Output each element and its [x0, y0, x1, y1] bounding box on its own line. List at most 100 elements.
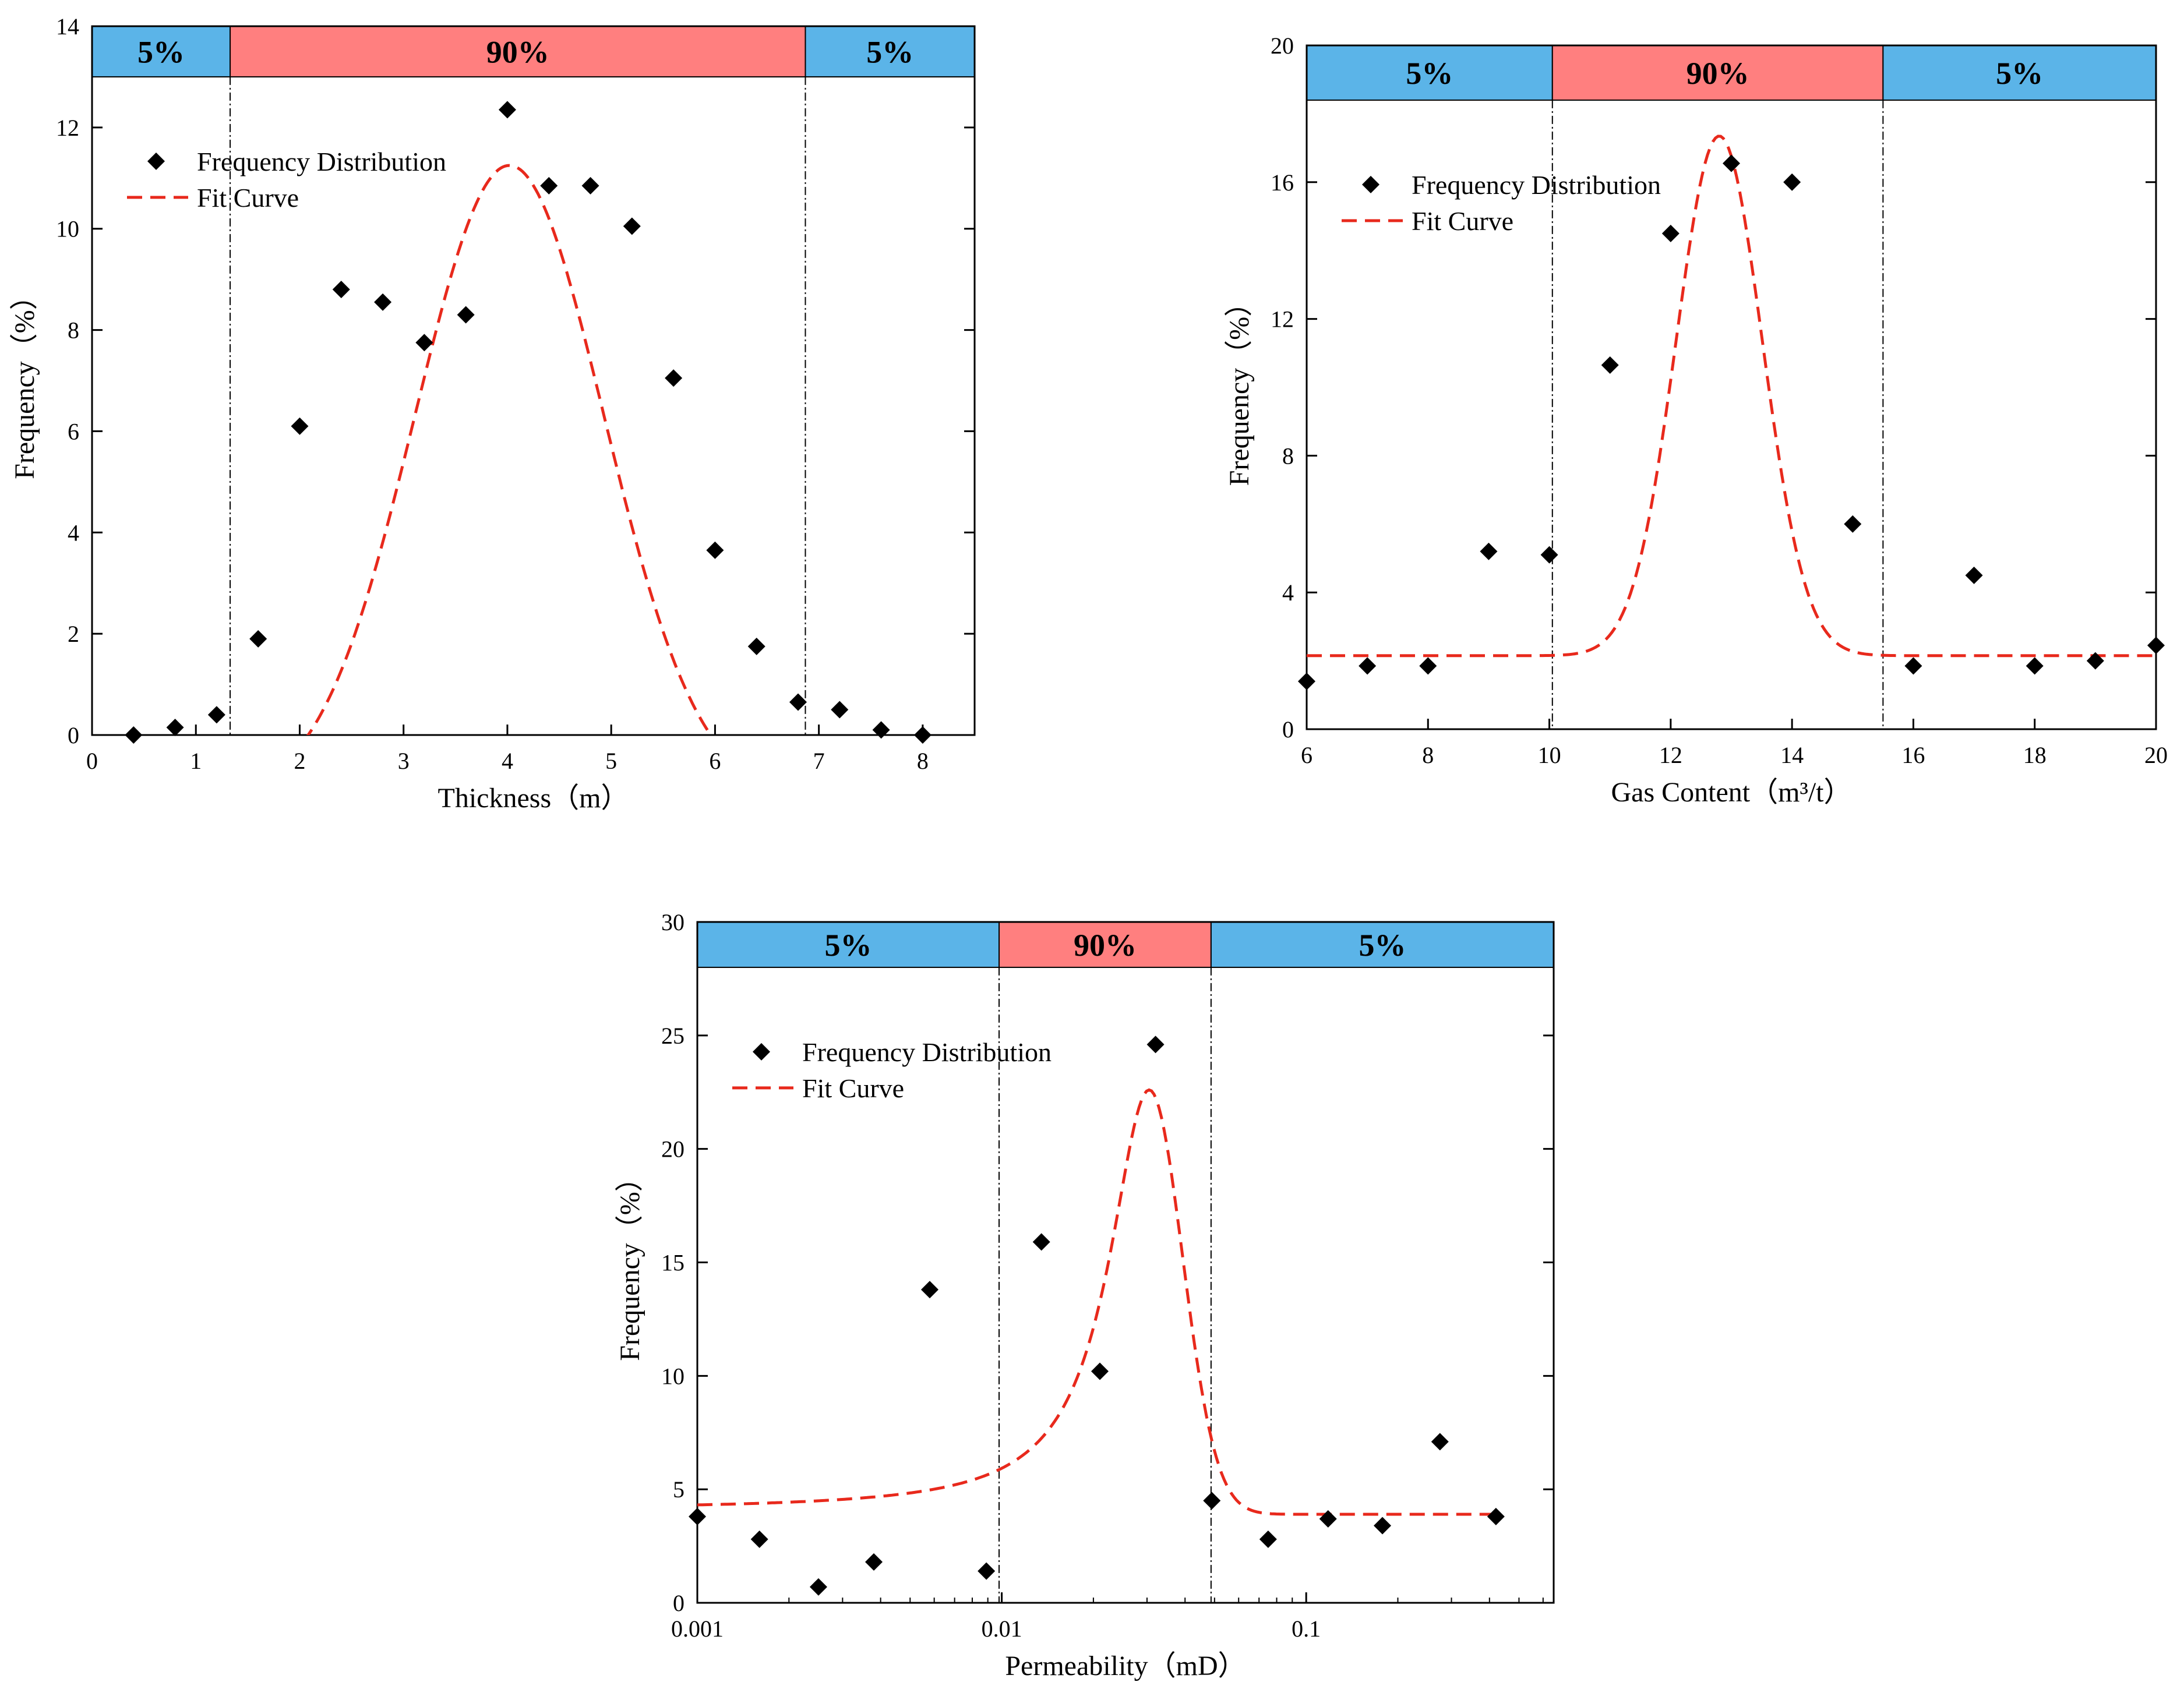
data-point [540, 176, 558, 195]
data-point [920, 1281, 938, 1299]
y-tick-label: 25 [661, 1023, 685, 1049]
data-point [1419, 657, 1437, 675]
y-axis-title: Frequency（%） [615, 1164, 645, 1361]
band-label: 5% [137, 34, 185, 69]
data-point [1540, 546, 1558, 564]
data-point [1259, 1530, 1277, 1548]
data-point [1661, 224, 1680, 242]
plot-frame [1306, 44, 2157, 730]
data-point [1359, 657, 1377, 675]
y-axis-title: Frequency（%） [9, 282, 40, 479]
x-tick-label: 12 [1659, 742, 1682, 768]
x-tick-label: 8 [1422, 742, 1434, 768]
y-tick-label: 2 [68, 621, 79, 647]
x-tick-label: 7 [813, 748, 825, 774]
band-core-1 [998, 921, 1212, 968]
data-point [1146, 1036, 1165, 1054]
data-point [415, 334, 433, 352]
fit-curve [697, 1088, 1496, 1516]
data-point [747, 637, 765, 655]
data-point [831, 701, 849, 719]
data-point [125, 726, 143, 744]
data-point [872, 721, 890, 739]
data-point [1783, 173, 1801, 191]
data-point [706, 541, 724, 559]
legend-marker-icon [753, 1043, 770, 1061]
panel-permeability: 5% 90% 5% 0 5 10 15 20 25 30 0.001 0.01 0.1 Permeabil… [615, 909, 1555, 1681]
legend-series-label: Frequency Distribution [197, 147, 446, 176]
data-point [1723, 154, 1740, 172]
x-tick-label: 1 [190, 748, 202, 774]
band-label: 90% [486, 34, 549, 69]
data-point [1431, 1433, 1449, 1451]
x-axis-title: Gas Content（m³/t） [1611, 777, 1851, 808]
x-tick-label: 0.1 [1292, 1616, 1321, 1642]
x-axis-title: Permeability（mD） [1005, 1651, 1246, 1681]
x-tick-label: 6 [709, 748, 721, 774]
y-tick-label: 8 [68, 317, 79, 344]
data-point [581, 176, 599, 195]
band-label: 5% [825, 928, 872, 963]
y-tick-label: 8 [1282, 443, 1294, 469]
data-point [1091, 1362, 1109, 1380]
band-label: 5% [1359, 928, 1406, 963]
y-tick-label: 12 [56, 115, 79, 141]
data-point [498, 101, 516, 119]
band-label: 90% [1686, 56, 1749, 91]
data-point [1904, 657, 1922, 675]
data-point [2026, 657, 2044, 675]
x-tick-label: 18 [2023, 742, 2047, 768]
data-point [457, 306, 475, 324]
y-tick-label: 15 [661, 1250, 685, 1276]
x-tick-label: 0 [86, 748, 98, 774]
data-point [2147, 637, 2165, 655]
band-label: 90% [1074, 928, 1137, 963]
y-tick-label: 4 [68, 520, 79, 546]
plot-frame [91, 25, 976, 736]
legend-series-label: Frequency Distribution [802, 1037, 1052, 1067]
data-point [1203, 1492, 1221, 1510]
data-point [291, 417, 309, 435]
data-point [1032, 1233, 1050, 1251]
x-tick-label: 3 [398, 748, 410, 774]
x-tick-label: 5 [605, 748, 617, 774]
y-axis-title: Frequency（%） [1224, 289, 1255, 486]
x-tick-label: 0.001 [671, 1616, 724, 1642]
panel-gas-content: 5% 90% 5% 0 4 8 12 16 20 6 8 10 12 14 16 18 20 Gas Conten… [1224, 33, 2168, 808]
data-point [913, 726, 932, 744]
band-tail-0 [91, 26, 231, 77]
y-tick-label: 20 [1271, 33, 1294, 59]
x-tick-label: 8 [917, 748, 929, 774]
x-tick-label: 6 [1301, 742, 1312, 768]
data-point [1487, 1507, 1505, 1525]
data-point [689, 1507, 706, 1525]
y-tick-label: 16 [1271, 169, 1294, 196]
data-point [1480, 542, 1498, 560]
data-point [332, 281, 350, 299]
band-label: 5% [866, 34, 913, 69]
data-point [374, 293, 392, 311]
data-point [166, 718, 184, 736]
legend-fit-label: Fit Curve [802, 1073, 904, 1103]
y-tick-label: 0 [1282, 716, 1294, 743]
x-tick-label: 0.01 [982, 1616, 1022, 1642]
y-tick-label: 10 [661, 1363, 685, 1389]
data-point [1844, 515, 1862, 533]
y-tick-label: 12 [1271, 306, 1294, 333]
legend-marker-icon [147, 152, 165, 170]
y-tick-label: 30 [661, 909, 685, 935]
data-point [623, 217, 641, 235]
band-tail-0 [697, 921, 1000, 968]
band-tail-2 [1210, 921, 1554, 968]
y-tick-label: 4 [1282, 580, 1294, 606]
data-point [1298, 672, 1315, 690]
data-point [865, 1553, 883, 1571]
legend-marker-icon [1362, 175, 1379, 193]
data-point [249, 630, 267, 648]
y-tick-label: 14 [56, 13, 79, 40]
data-point [207, 706, 225, 724]
band-tail-2 [1882, 45, 2157, 101]
y-tick-label: 5 [673, 1476, 685, 1503]
x-tick-label: 10 [1538, 742, 1561, 768]
